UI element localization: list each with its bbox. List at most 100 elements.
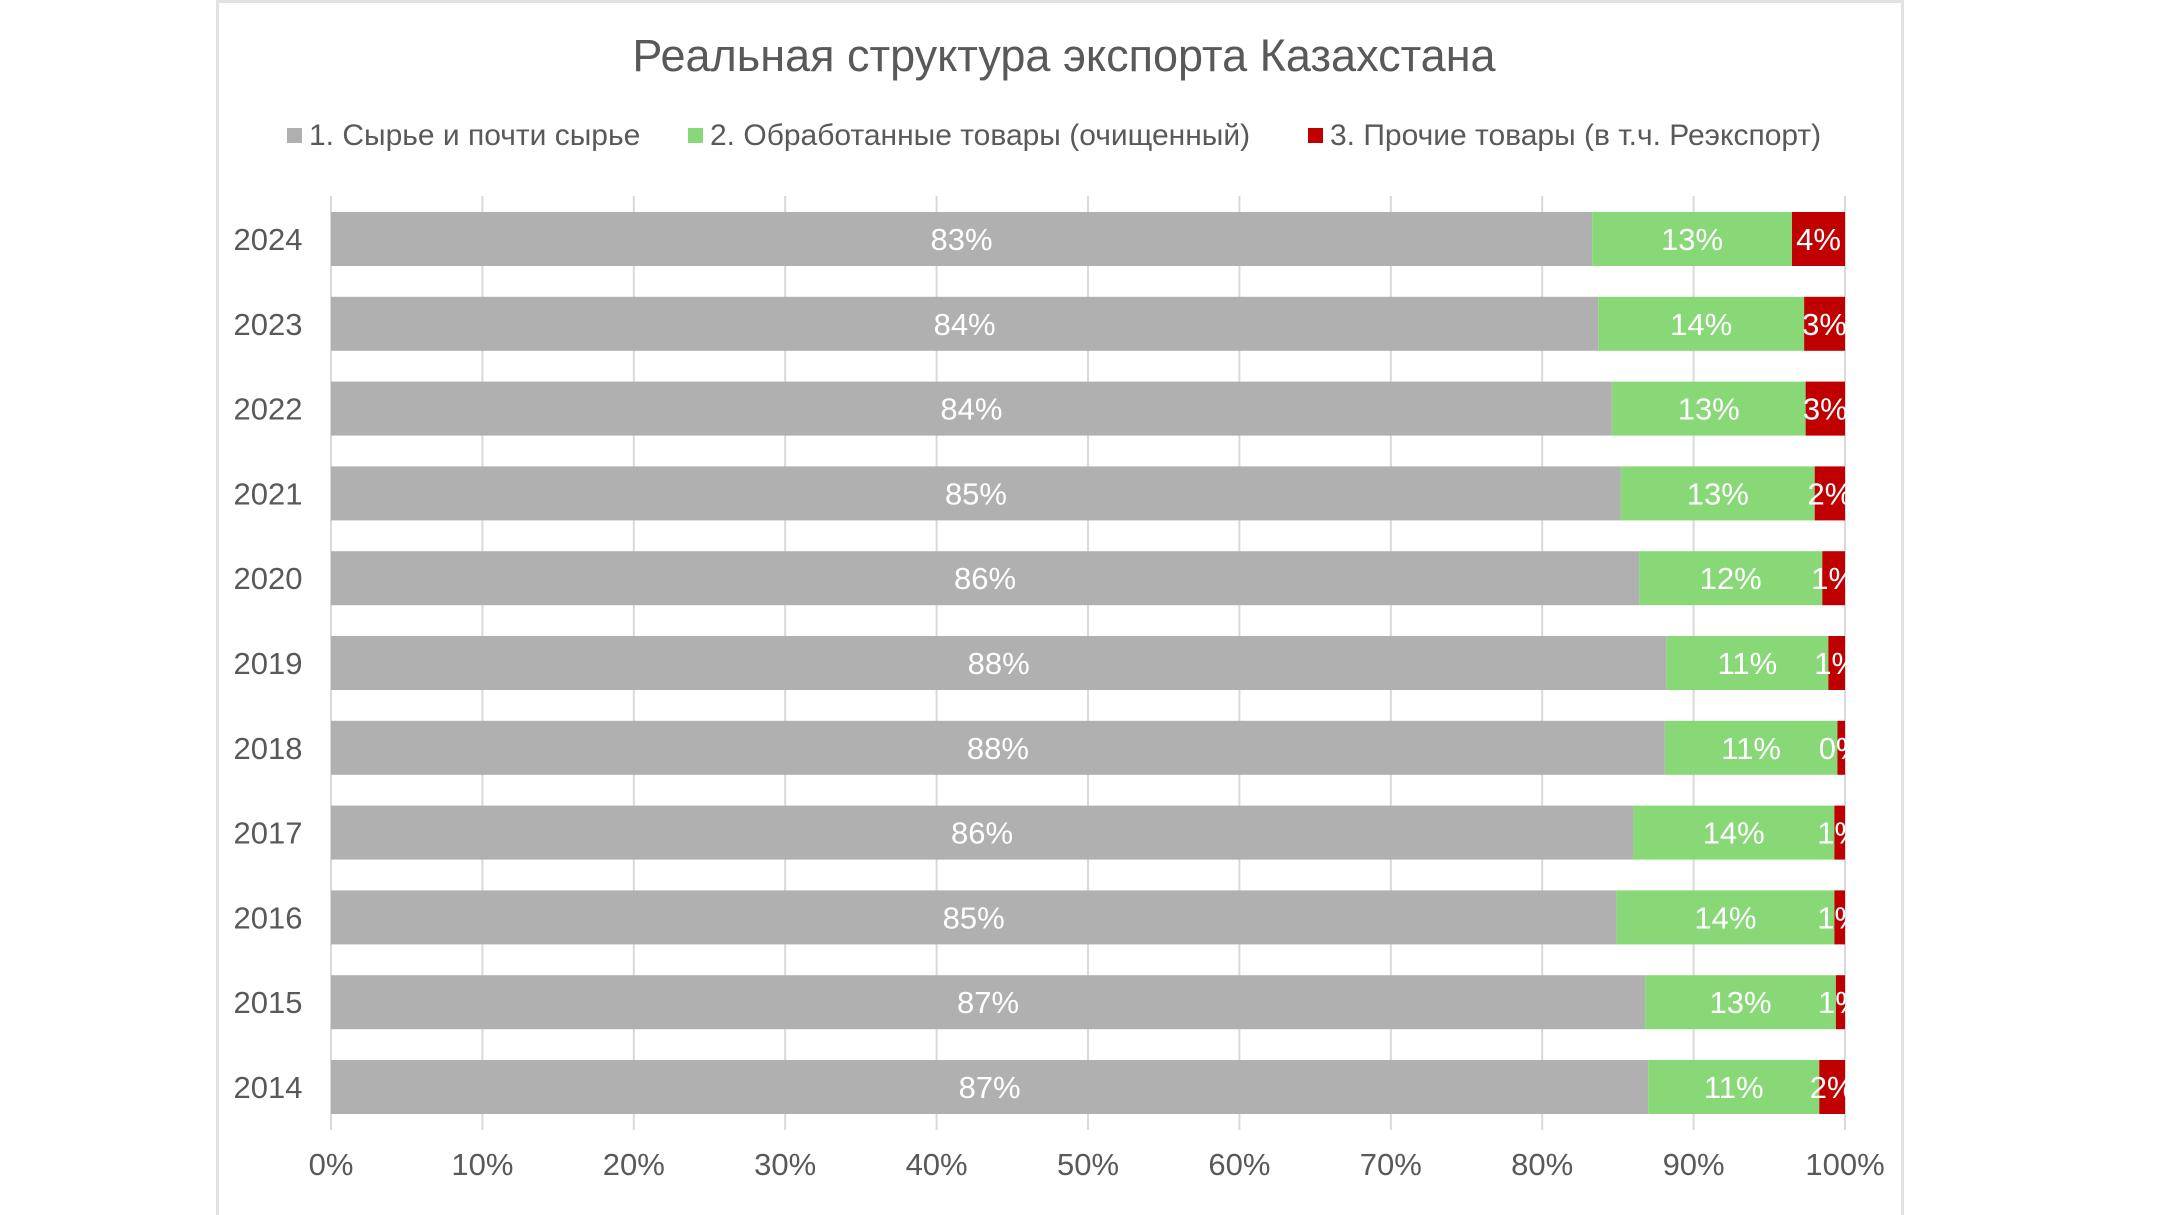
bar-segment <box>1792 212 1845 266</box>
bar-segment <box>1616 890 1835 945</box>
data-label: 13% <box>1687 476 1749 511</box>
bar-segment <box>1633 805 1835 860</box>
chart-card <box>216 0 1904 1215</box>
data-label: 2% <box>1807 476 1852 511</box>
data-label: 11% <box>1717 646 1777 681</box>
y-tick-label: 2014 <box>234 1070 303 1105</box>
bar-segment <box>1620 466 1815 521</box>
data-label: 14% <box>1694 900 1756 935</box>
y-tick-label: 2022 <box>234 392 303 427</box>
data-label: 1% <box>1811 561 1856 596</box>
x-tick-label: 30% <box>754 1147 816 1182</box>
data-label: 2% <box>1810 1070 1855 1105</box>
legend-swatch <box>287 128 302 143</box>
data-label: 12% <box>1700 561 1762 596</box>
x-tick-label: 90% <box>1663 1147 1725 1182</box>
bar-segment <box>1822 551 1845 606</box>
data-label: 86% <box>951 816 1013 851</box>
data-label: 13% <box>1678 392 1740 427</box>
bar-segment <box>1592 212 1793 266</box>
data-label: 87% <box>959 1070 1021 1105</box>
y-tick-label: 2017 <box>234 816 303 851</box>
chart-title: Реальная структура экспорта Казахстана <box>632 30 1496 81</box>
bar-segment <box>331 805 1634 860</box>
bar-segment <box>1639 551 1823 606</box>
data-label: 85% <box>943 900 1005 935</box>
data-label: 85% <box>945 476 1007 511</box>
data-label: 88% <box>967 731 1029 766</box>
bar-segment <box>331 890 1617 945</box>
data-label: 13% <box>1710 985 1772 1020</box>
bar-segment <box>331 720 1665 775</box>
y-tick-label: 2019 <box>234 646 303 681</box>
bar-segment <box>1819 1060 1845 1114</box>
bar-segment <box>331 212 1593 266</box>
bar-segment <box>331 636 1667 690</box>
y-tick-label: 2016 <box>234 900 303 935</box>
bar-segment <box>1804 296 1845 351</box>
x-tick-label: 70% <box>1360 1147 1422 1182</box>
bar-segment <box>1805 381 1845 436</box>
data-label: 14% <box>1670 307 1732 342</box>
bar-segment <box>331 381 1612 436</box>
bar-segment <box>1611 381 1806 436</box>
x-tick-label: 20% <box>603 1147 665 1182</box>
bar-segment <box>1834 805 1845 860</box>
x-tick-label: 40% <box>906 1147 968 1182</box>
bar-segment <box>1666 636 1829 690</box>
legend-swatch <box>688 128 703 143</box>
bar-segment <box>1664 720 1838 775</box>
legend-label: 2. Обработанные товары (очищенный) <box>710 119 1250 152</box>
data-label: 14% <box>1703 816 1765 851</box>
y-tick-label: 2020 <box>234 561 303 596</box>
bar-segment <box>331 296 1599 351</box>
data-label: 88% <box>968 646 1030 681</box>
data-label: 1% <box>1814 646 1859 681</box>
y-tick-label: 2023 <box>234 307 303 342</box>
data-label: 3% <box>1803 392 1848 427</box>
bar-segment <box>331 466 1621 521</box>
bars: 83% 13% 4% 84% 14% 3% 84% 13% 3% 85% 13% 2% 86% 12% 1%… <box>331 212 1864 1114</box>
data-label: 11% <box>1721 731 1781 766</box>
data-label: 4% <box>1796 222 1841 257</box>
data-label: 13% <box>1661 222 1723 257</box>
bar-segment <box>1598 296 1805 351</box>
data-label: 1% <box>1818 985 1863 1020</box>
legend-label: 1. Сырье и почти сырье <box>309 119 640 152</box>
data-label: 84% <box>940 392 1002 427</box>
data-label: 11% <box>1704 1070 1764 1105</box>
bar-segment <box>1814 466 1845 521</box>
x-tick-label: 50% <box>1057 1147 1119 1182</box>
bar-segment <box>1645 975 1836 1030</box>
bar-segment <box>1835 975 1845 1030</box>
data-label: 1% <box>1817 816 1862 851</box>
data-label: 3% <box>1802 307 1847 342</box>
bar-segment <box>1648 1060 1820 1114</box>
bar-segment <box>1837 720 1845 775</box>
data-label: 1% <box>1817 900 1862 935</box>
data-label: 83% <box>931 222 993 257</box>
bar-segment <box>1834 890 1845 945</box>
y-tick-label: 2024 <box>234 222 303 257</box>
y-tick-label: 2018 <box>234 731 303 766</box>
data-label: 87% <box>957 985 1019 1020</box>
data-label: 84% <box>934 307 996 342</box>
data-label: 86% <box>954 561 1016 596</box>
data-label: 0% <box>1819 731 1864 766</box>
x-tick-label: 0% <box>309 1147 354 1182</box>
x-axis-labels: 0% 10% 20% 30% 40% 50% 60% 70% 80% 90% 100% <box>309 1147 1885 1182</box>
bar-segment <box>331 975 1646 1030</box>
legend: 1. Сырье и почти сырье 2. Обработанные то… <box>287 119 1821 152</box>
y-axis-labels: 2024 2023 2022 2021 2020 2019 2018 2017 2016 2015… <box>234 222 303 1105</box>
x-tick-label: 100% <box>1805 1147 1884 1182</box>
y-tick-label: 2015 <box>234 985 303 1020</box>
x-tick-label: 10% <box>451 1147 513 1182</box>
x-tick-label: 80% <box>1511 1147 1573 1182</box>
bar-segment <box>331 551 1640 606</box>
legend-swatch <box>1308 128 1323 143</box>
bar-segment <box>1828 636 1845 690</box>
y-tick-label: 2021 <box>234 476 303 511</box>
bar-segment <box>331 1060 1649 1114</box>
legend-label: 3. Прочие товары (в т.ч. Реэкспорт) <box>1330 119 1821 152</box>
